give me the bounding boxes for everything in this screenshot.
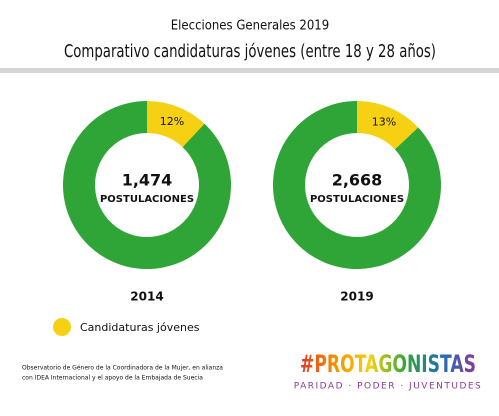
divider [0,68,499,73]
center-label: POSTULACIONES [100,194,194,205]
value-label: 12% [160,115,184,128]
footer-note: Observatorio de Género de la Coordinador… [22,365,223,372]
value-label: 13% [372,116,396,129]
center-total: 2,668 [332,171,383,190]
subtitle: Comparativo candidaturas jóvenes (entre … [64,41,436,62]
donut-segment [357,101,419,150]
tagline: PARIDAD · PODER · JUVENTUDES [294,382,483,392]
center-label: POSTULACIONES [310,194,404,205]
legend-swatch [53,318,71,336]
caption: 2019 [340,290,373,304]
title: Elecciones Generales 2019 [171,19,329,34]
footer-note: con IDEA Internacional y el apoyo de la … [22,375,203,382]
donut-segment [273,101,441,269]
logo: #PROTAGONISTAS [300,350,476,378]
caption: 2014 [130,290,163,304]
center-total: 1,474 [122,171,173,190]
donut-segment [63,101,232,269]
donut-segment [147,101,205,148]
legend-label: Candidaturas jóvenes [80,321,200,334]
